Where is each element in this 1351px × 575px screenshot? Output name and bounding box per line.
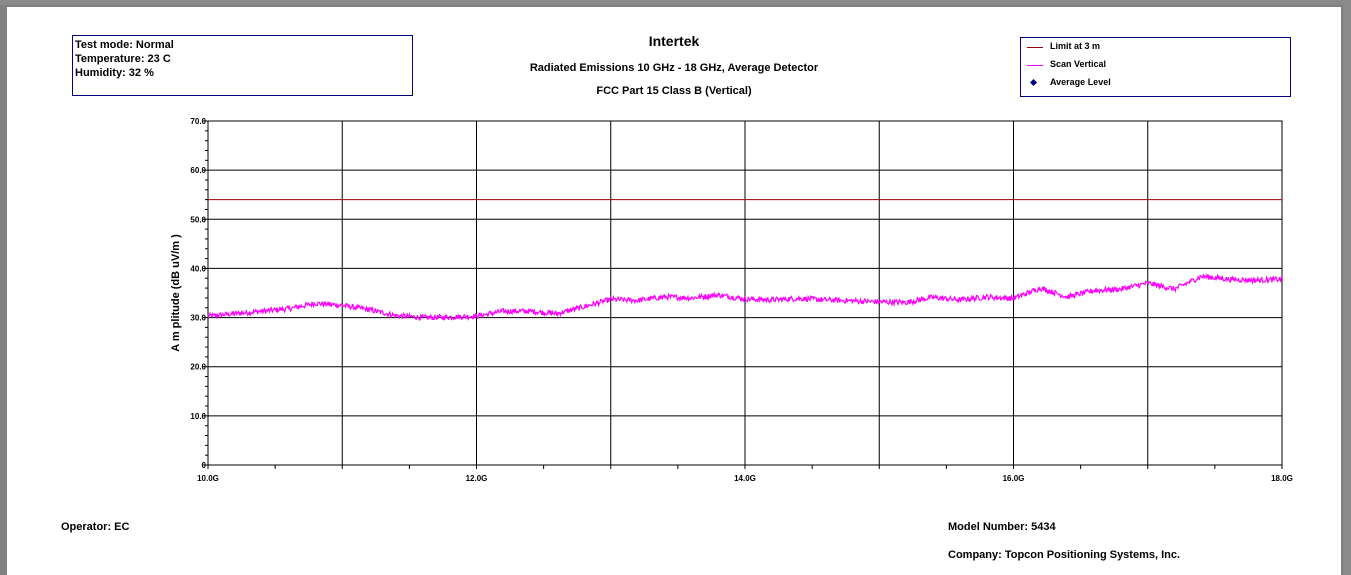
humidity-text: Humidity: 32 % [75,67,154,79]
y-tick-label: 60.0 [190,166,206,175]
temperature-text: Temperature: 23 C [75,53,171,65]
scan-vertical-trace [207,273,1283,321]
legend-limit-swatch [1027,47,1043,48]
legend-item-limit: Limit at 3 m [1021,40,1290,54]
company-text: Company: Topcon Positioning Systems, Inc… [948,549,1181,561]
y-tick-label: 20.0 [190,363,206,372]
x-tick-label: 16.0G [1003,474,1025,483]
y-tick-label: 50.0 [190,215,206,224]
y-tick-label: 10.0 [190,412,206,421]
legend-item-average: Average Level [1021,76,1290,90]
model-number-text: Model Number: 5434 [948,521,1056,533]
window-frame-right [1343,0,1351,575]
test-mode-text: Test mode: Normal [75,39,174,51]
chart-legend: Limit at 3 m Scan Vertical Average Level [1020,37,1291,97]
legend-limit-label: Limit at 3 m [1050,41,1101,51]
y-tick-label: 30.0 [190,314,206,323]
chart-standard: FCC Part 15 Class B (Vertical) [596,85,752,97]
chart-subtitle: Radiated Emissions 10 GHz - 18 GHz, Aver… [529,62,819,74]
legend-item-scan: Scan Vertical [1021,58,1290,72]
report-page: Test mode: Normal Temperature: 23 C Humi… [7,7,1341,575]
chart-title: Intertek [648,33,700,49]
emissions-chart: 0 10.0 20.0 30.0 40.0 50.0 60.0 70.0 10.0G 12.0G 1… [170,117,1293,483]
y-axis-title: A m plitude (dB uV/m ) [170,234,182,352]
x-tick-label: 18.0G [1271,474,1293,483]
test-info-box: Test mode: Normal Temperature: 23 C Humi… [72,35,413,96]
legend-average-label: Average Level [1050,77,1111,87]
y-tick-label: 70.0 [190,117,206,126]
x-tick-label: 10.0G [197,474,219,483]
window-frame-top [0,0,1351,5]
y-tick-label: 40.0 [190,264,206,273]
legend-scan-label: Scan Vertical [1050,59,1107,69]
x-tick-label: 14.0G [734,474,756,483]
x-tick-label: 12.0G [466,474,488,483]
y-tick-label: 0 [202,461,207,470]
operator-text: Operator: EC [61,521,130,533]
legend-scan-swatch [1027,65,1043,66]
